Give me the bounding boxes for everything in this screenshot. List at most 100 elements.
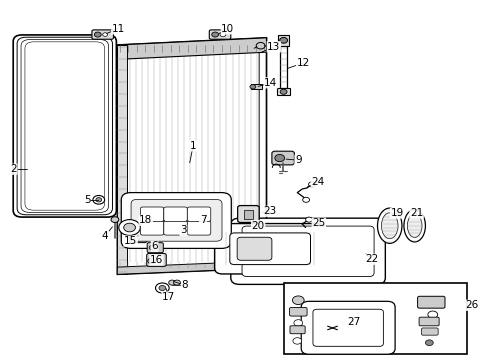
Text: 6: 6 [151,241,158,251]
Text: 4: 4 [102,231,108,241]
Ellipse shape [403,210,425,242]
Text: 1: 1 [189,141,196,151]
Text: 26: 26 [464,300,478,310]
FancyBboxPatch shape [230,218,385,284]
Circle shape [155,283,169,293]
FancyBboxPatch shape [17,37,112,215]
Circle shape [425,340,432,346]
Text: 3: 3 [180,225,186,235]
FancyBboxPatch shape [187,207,210,221]
Text: 16: 16 [149,255,163,265]
FancyBboxPatch shape [25,42,104,210]
FancyBboxPatch shape [418,317,438,326]
Polygon shape [117,38,266,274]
Circle shape [168,280,175,285]
Circle shape [111,217,119,222]
Circle shape [147,258,155,264]
Circle shape [427,311,437,318]
Circle shape [274,154,284,162]
Circle shape [141,216,150,222]
Circle shape [173,280,180,285]
FancyBboxPatch shape [312,309,383,346]
FancyBboxPatch shape [237,237,271,260]
FancyBboxPatch shape [229,233,310,265]
Text: 15: 15 [123,236,137,246]
Circle shape [177,227,184,232]
Text: 7: 7 [199,215,206,225]
Text: 23: 23 [263,206,276,216]
Circle shape [293,320,302,326]
FancyBboxPatch shape [209,30,230,39]
Polygon shape [117,38,266,59]
Circle shape [279,37,287,43]
Bar [199,214,207,220]
Circle shape [280,89,286,94]
FancyBboxPatch shape [92,30,113,39]
FancyBboxPatch shape [271,151,294,165]
Ellipse shape [377,208,401,243]
Text: 25: 25 [311,218,325,228]
Text: 11: 11 [111,24,125,34]
Circle shape [93,195,104,204]
Polygon shape [124,44,259,269]
FancyBboxPatch shape [174,219,194,234]
Circle shape [292,338,301,344]
Circle shape [123,223,135,232]
Text: 13: 13 [266,42,280,52]
FancyBboxPatch shape [21,40,108,212]
FancyBboxPatch shape [289,326,305,334]
FancyBboxPatch shape [146,253,166,266]
FancyBboxPatch shape [121,193,231,248]
FancyBboxPatch shape [237,206,259,222]
FancyBboxPatch shape [187,221,210,235]
Circle shape [302,197,309,202]
Bar [276,88,290,95]
Polygon shape [117,261,266,274]
Text: 14: 14 [264,78,277,88]
FancyBboxPatch shape [140,221,163,235]
Circle shape [305,217,312,222]
Text: 22: 22 [364,254,378,264]
Text: 18: 18 [139,215,152,225]
FancyBboxPatch shape [129,233,146,243]
Text: 2: 2 [10,164,17,174]
FancyBboxPatch shape [147,243,163,253]
FancyBboxPatch shape [242,226,373,276]
Text: 27: 27 [346,317,360,327]
FancyBboxPatch shape [194,210,212,224]
FancyBboxPatch shape [417,296,444,308]
Circle shape [292,296,304,305]
Text: 10: 10 [221,24,234,34]
Bar [277,35,289,46]
FancyBboxPatch shape [13,35,116,217]
Ellipse shape [381,213,397,239]
Text: 19: 19 [389,208,403,218]
Text: 20: 20 [251,221,264,231]
Circle shape [211,32,218,37]
Circle shape [102,33,107,36]
Bar [243,210,253,219]
Circle shape [308,182,315,187]
Text: 9: 9 [294,155,301,165]
Text: 17: 17 [162,292,175,302]
Text: 21: 21 [409,208,423,218]
Circle shape [96,198,102,202]
FancyBboxPatch shape [289,307,306,316]
Circle shape [256,42,264,49]
Polygon shape [117,45,127,274]
Text: 12: 12 [296,58,309,68]
Circle shape [220,32,225,37]
FancyBboxPatch shape [163,221,187,235]
FancyBboxPatch shape [131,199,222,241]
Ellipse shape [407,214,421,238]
Circle shape [159,285,165,291]
Bar [251,84,262,89]
FancyBboxPatch shape [140,207,163,221]
Text: 24: 24 [310,177,324,187]
FancyBboxPatch shape [163,207,187,221]
Circle shape [94,32,101,37]
Circle shape [119,220,140,235]
Circle shape [149,245,156,250]
Text: 8: 8 [181,280,188,290]
Text: 5: 5 [83,195,90,205]
